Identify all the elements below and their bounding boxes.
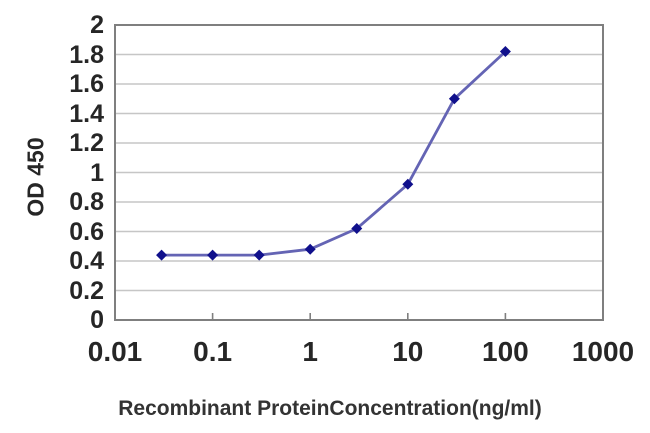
axis-frame: [114, 24, 604, 321]
data-point-marker: [402, 178, 414, 190]
y-axis-title: OD 450: [22, 137, 49, 217]
x-axis-title: Recombinant ProteinConcentration(ng/ml): [118, 397, 542, 420]
data-point-marker: [304, 243, 316, 255]
data-point-marker: [351, 223, 363, 235]
data-point-marker: [448, 93, 460, 105]
data-point-marker: [207, 249, 219, 261]
data-point-marker: [499, 46, 511, 58]
data-point-marker: [156, 249, 168, 261]
series-line: [161, 50, 507, 257]
data-point-marker: [253, 249, 265, 261]
